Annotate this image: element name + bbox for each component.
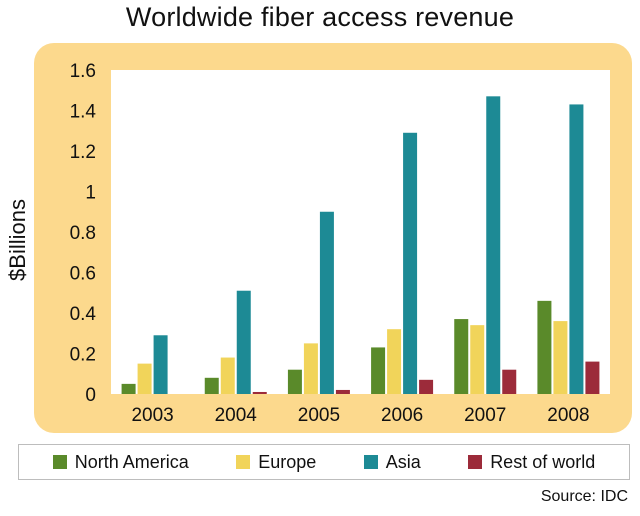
source-note: Source: IDC: [540, 488, 628, 505]
y-tick-label: 0.6: [70, 264, 96, 285]
x-tick-label: 2004: [215, 405, 258, 426]
y-tick-label: 1: [85, 183, 96, 204]
bar-rest-of-world-2005: [335, 389, 350, 394]
legend-label: Europe: [258, 451, 317, 472]
y-tick-label: 0.8: [70, 223, 96, 244]
legend-swatch: [236, 455, 251, 469]
y-tick-label: 1.6: [70, 61, 96, 82]
legend-item: Rest of world: [468, 452, 595, 473]
legend-item: Europe: [236, 452, 316, 473]
y-tick-label: 0.4: [70, 304, 97, 325]
bar-chart: 0 0.2 0.4 0.6 0.8 1 1.2 1.4 1.6 2003 2004 2005 2006 2…: [70, 61, 600, 426]
legend: North America Europe Asia Rest of world: [18, 444, 630, 480]
bar-asia-2007: [486, 96, 501, 394]
y-tick-label: 0.2: [70, 345, 96, 366]
bar-north-america-2003: [121, 383, 136, 394]
bar-rest-of-world-2004: [252, 391, 267, 394]
x-tick-label: 2008: [547, 405, 589, 426]
bar-europe-2007: [470, 325, 485, 394]
legend-item: North America: [52, 451, 189, 473]
chart-title: Worldwide fiber access revenue: [125, 2, 515, 32]
legend-swatch: [468, 455, 483, 469]
legend-label: Asia: [385, 451, 421, 472]
x-tick-label: 2003: [131, 405, 173, 426]
bar-europe-2008: [553, 321, 568, 394]
bar-north-america-2007: [454, 319, 469, 394]
bar-north-america-2008: [537, 300, 552, 394]
x-tick-label: 2005: [298, 405, 340, 426]
bar-north-america-2005: [287, 369, 302, 394]
bar-asia-2004: [236, 290, 251, 394]
legend-swatch: [52, 455, 67, 469]
bar-rest-of-world-2008: [585, 361, 600, 394]
legend-label: Rest of world: [490, 451, 596, 472]
bar-asia-2006: [403, 132, 418, 394]
y-tick-label: 1.4: [70, 102, 97, 123]
bar-europe-2004: [220, 357, 235, 394]
bar-asia-2003: [153, 335, 168, 394]
legend-label: North America: [74, 451, 189, 472]
legend-swatch: [363, 455, 378, 469]
bar-rest-of-world-2006: [419, 379, 434, 394]
bar-europe-2006: [387, 329, 402, 394]
x-tick-label: 2007: [464, 405, 506, 426]
y-tick-label: 0: [85, 385, 96, 406]
y-tick-label: 1.2: [70, 142, 96, 163]
bar-north-america-2006: [371, 347, 386, 394]
bar-asia-2005: [319, 211, 334, 394]
x-tick-label: 2006: [381, 405, 423, 426]
plot-area: [111, 70, 610, 394]
bar-europe-2003: [137, 363, 152, 394]
bar-north-america-2004: [204, 377, 219, 394]
bar-rest-of-world-2007: [502, 369, 517, 394]
bar-europe-2005: [303, 343, 318, 394]
bar-asia-2008: [569, 104, 584, 395]
legend-item: Asia: [363, 451, 421, 473]
